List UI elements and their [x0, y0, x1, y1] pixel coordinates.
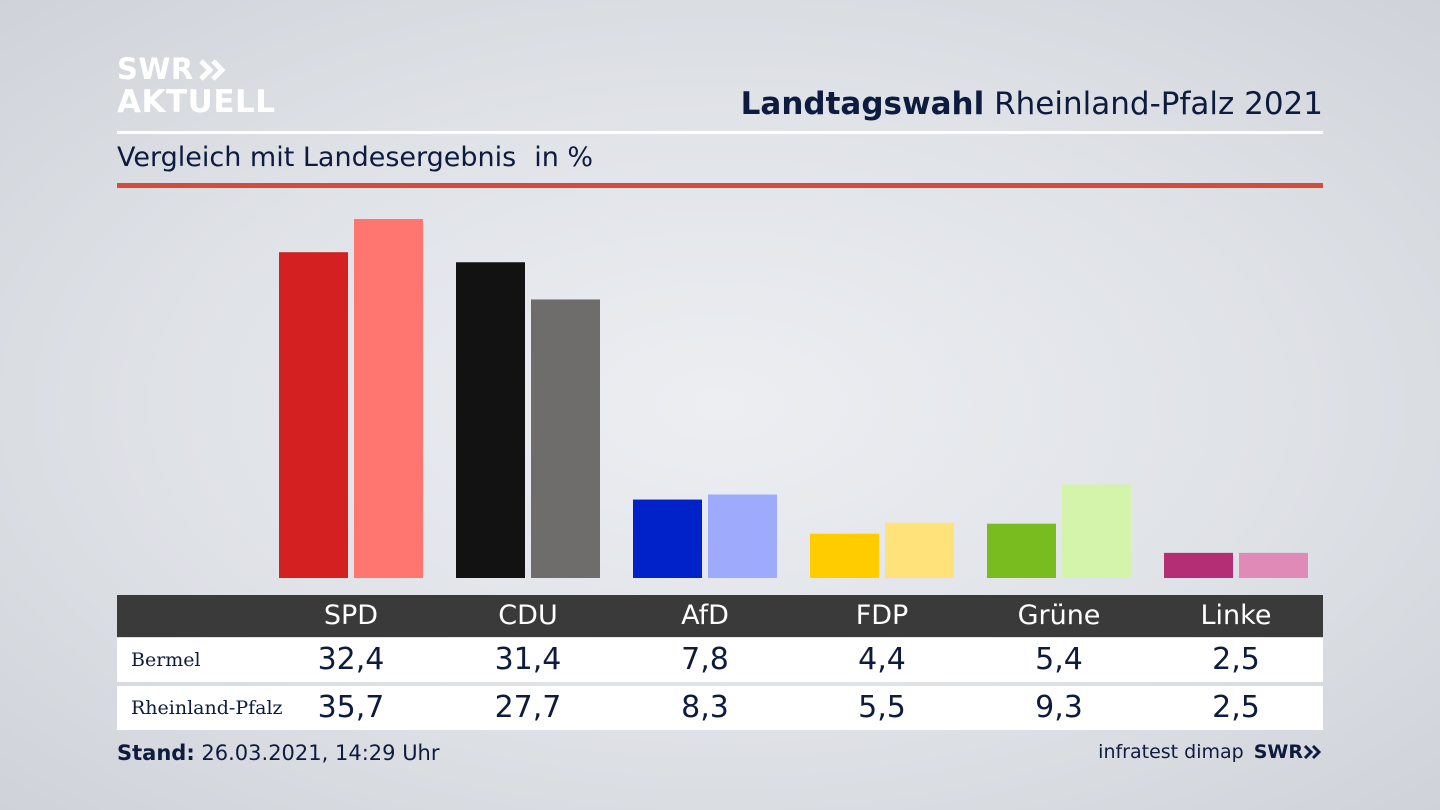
bar-linke-state	[1239, 552, 1308, 578]
bar-chart	[279, 219, 1308, 578]
title-rest: Rheinland-Pfalz 2021	[994, 86, 1323, 122]
stand-value: 26.03.2021, 14:29 Uhr	[201, 741, 440, 765]
table-row: Rheinland-Pfalz 35,7 27,7 8,3 5,5 9,3 2,5	[117, 686, 1323, 730]
column-header-fdp: FDP	[855, 600, 909, 631]
bar-grne-local	[987, 523, 1056, 578]
bar-linke-local	[1164, 552, 1233, 578]
unit-label: in %	[534, 142, 594, 173]
stand-label: Stand:	[117, 741, 195, 765]
bar-spd-local	[279, 252, 348, 578]
value-cell: 7,8	[681, 642, 729, 677]
value-cell: 32,4	[317, 642, 385, 677]
double-chevron-right-icon	[1303, 744, 1322, 760]
value-cell: 5,4	[1035, 642, 1083, 677]
value-cell: 4,4	[858, 642, 906, 677]
swr-aktuell-logo: SWR AKTUELL	[117, 55, 276, 118]
value-cell: 35,7	[317, 690, 385, 725]
logo-line2: AKTUELL	[117, 84, 276, 120]
swr-footer-logo: SWR	[1254, 741, 1323, 763]
double-chevron-right-icon	[198, 58, 226, 81]
subtitle: Vergleich mit Landesergebnis in %	[117, 142, 593, 173]
source-text: infratest dimap	[1098, 741, 1244, 763]
column-header-spd: SPD	[323, 600, 379, 631]
bar-cdu-local	[456, 262, 525, 578]
bar-cdu-state	[531, 299, 600, 578]
column-header-cdu: CDU	[498, 600, 558, 631]
bar-fdp-local	[810, 533, 879, 578]
logo-line1: SWR	[117, 52, 194, 86]
row-label: Rheinland-Pfalz	[131, 697, 283, 719]
value-cell: 8,3	[681, 690, 729, 725]
swr-footer-text: SWR	[1253, 741, 1303, 763]
bar-afd-state	[708, 494, 777, 578]
title-divider	[117, 131, 1323, 134]
table-row: Bermel 32,4 31,4 7,8 4,4 5,4 2,5	[117, 638, 1323, 682]
value-cell: 31,4	[494, 642, 562, 677]
table-header-row: SPD CDU AfD FDP Grüne Linke	[117, 595, 1323, 637]
accent-divider	[117, 183, 1323, 188]
bar-spd-state	[354, 219, 423, 578]
column-header-grne: Grüne	[1017, 600, 1101, 631]
value-cell: 5,5	[858, 690, 906, 725]
timestamp: Stand: 26.03.2021, 14:29 Uhr	[117, 741, 440, 765]
value-cell: 2,5	[1212, 690, 1260, 725]
source-credit: infratest dimap SWR	[1098, 741, 1323, 763]
value-cell: 9,3	[1035, 690, 1083, 725]
page-title: Landtagswahl Rheinland-Pfalz 2021	[741, 86, 1323, 122]
bar-grne-state	[1062, 484, 1131, 578]
value-cell: 27,7	[494, 690, 562, 725]
bar-afd-local	[633, 499, 702, 578]
row-label: Bermel	[131, 649, 201, 671]
column-header-linke: Linke	[1200, 600, 1272, 631]
title-bold: Landtagswahl	[740, 86, 985, 122]
subtitle-text: Vergleich mit Landesergebnis	[117, 142, 517, 173]
bar-fdp-state	[885, 522, 954, 578]
column-header-afd: AfD	[681, 600, 729, 631]
value-cell: 2,5	[1212, 642, 1260, 677]
